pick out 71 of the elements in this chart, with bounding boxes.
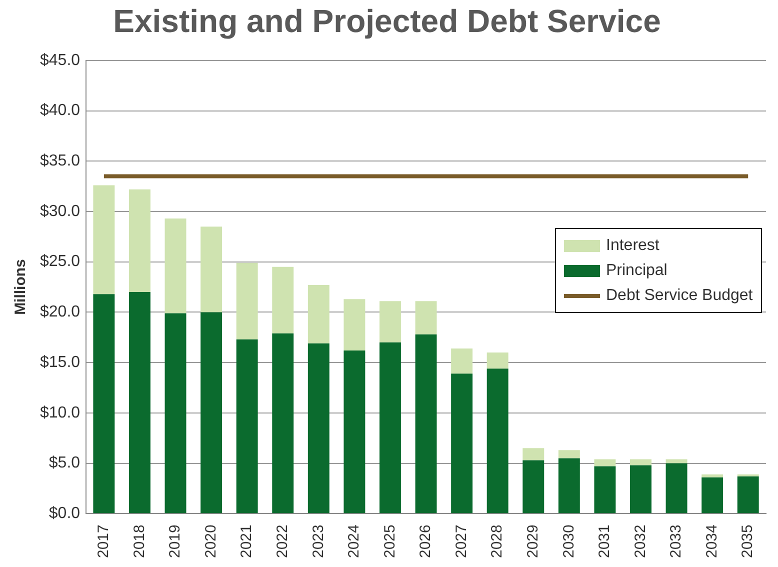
bar [379,342,401,514]
x-tick-label: 2031 [596,524,614,558]
bar [379,301,401,342]
bar [128,292,150,514]
bar [128,189,150,292]
bar [451,348,473,374]
bar [558,458,580,514]
bar [164,218,186,314]
x-tick-label: 2023 [310,524,327,558]
legend-label: Interest [606,236,660,255]
bar [200,226,222,312]
bar [522,460,544,514]
y-tick-label: $30.0 [40,202,80,220]
y-axis-title: Millions [12,259,30,315]
x-tick-label: 2024 [346,524,363,558]
x-tick-label: 2026 [417,524,434,558]
bar [272,333,294,514]
bar [415,301,437,334]
x-tick-label: 2028 [488,524,506,558]
y-tick-label: $10.0 [40,404,80,422]
bar [737,476,759,514]
bar [702,477,724,514]
bar [630,465,652,514]
bar [415,334,437,514]
bar [308,285,330,344]
bar [236,262,258,340]
bar [630,459,652,466]
bar [702,474,724,478]
y-tick-label: $25.0 [40,253,80,270]
x-tick-label: 2018 [130,524,148,558]
x-tick-label: 2029 [524,524,542,558]
bar [344,350,366,514]
bar [666,463,688,514]
chart-title: Existing and Projected Debt Service [113,3,661,40]
x-tick-label: 2032 [632,524,649,558]
y-tick-label: $5.0 [48,454,80,472]
y-tick-label: $35.0 [40,152,80,170]
x-tick-label: 2025 [381,524,398,558]
y-tick-label: $45.0 [40,52,80,69]
y-tick-label: $20.0 [40,304,80,321]
bar [200,312,222,514]
bar [164,313,186,514]
bar [236,339,258,514]
x-tick-label: 2021 [238,524,256,558]
bar [594,466,616,514]
x-tick-label: 2019 [166,524,184,558]
x-tick-label: 2033 [668,524,685,558]
bar [558,450,580,458]
bar [486,352,508,369]
bar [308,343,330,514]
bar [594,459,616,466]
legend-label: Debt Service Budget [606,286,753,305]
legend-label: Principal [606,262,668,280]
bar [344,299,366,350]
bar [522,448,544,460]
bar [93,294,115,514]
bar [486,368,508,514]
y-tick-label: $0.0 [48,505,80,522]
bar [451,374,473,514]
x-tick-label: 2017 [95,524,112,558]
x-tick-label: 2020 [202,524,220,558]
bar [93,185,115,294]
y-tick-label: $40.0 [40,102,80,120]
x-tick-label: 2035 [739,524,756,558]
bar [666,459,688,464]
x-tick-label: 2034 [703,524,720,558]
y-tick-label: $15.0 [40,354,80,371]
x-tick-label: 2027 [452,524,470,558]
bar [272,266,294,334]
x-tick-label: 2022 [274,524,292,558]
x-tick-label: 2030 [560,524,578,558]
